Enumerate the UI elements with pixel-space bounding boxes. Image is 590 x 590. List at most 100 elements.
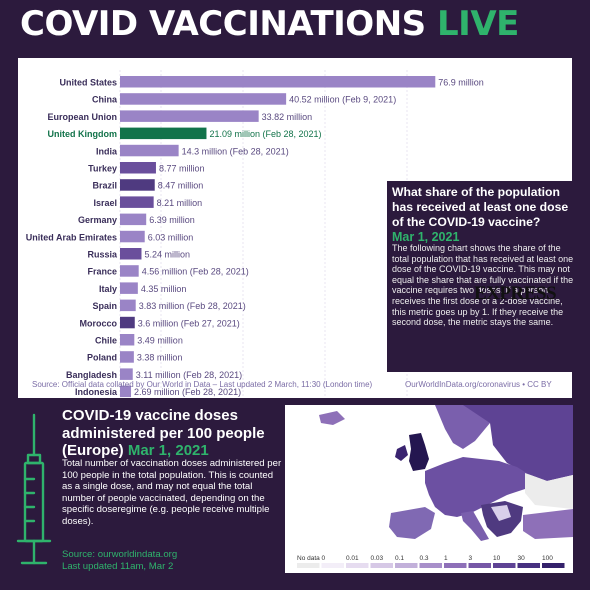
map-region-russia	[463, 405, 573, 481]
legend-label: 0.03	[371, 555, 384, 562]
title-main: COVID VACCINATIONS	[20, 4, 426, 44]
lower-title: COVID-19 vaccine doses administered per …	[62, 407, 284, 460]
bar-category-label: Israel	[93, 198, 117, 208]
legend-label: 0.3	[420, 555, 429, 562]
syringe-icon	[16, 413, 52, 565]
map-region-no-data	[525, 473, 573, 509]
bar-category-label: European Union	[48, 112, 118, 122]
lower-date: Mar 1, 2021	[127, 442, 209, 459]
bar	[120, 385, 132, 398]
bar-category-label: India	[96, 146, 118, 156]
map-region-central-europe	[425, 457, 533, 517]
legend-label: 0	[322, 555, 326, 562]
bar	[120, 144, 179, 157]
bar-category-label: Morocco	[79, 318, 117, 328]
bar-category-label: Russia	[87, 250, 118, 260]
bar-category-label: Germany	[78, 215, 117, 225]
bar	[120, 213, 147, 226]
map-region-iberia	[389, 507, 435, 539]
legend-swatch	[468, 563, 491, 568]
bar	[120, 179, 155, 191]
europe-map: No data 0 0.01 0.03 0.1 0.3 1 3 10 30 100	[285, 405, 573, 573]
bar-value-label: 6.39 million	[149, 215, 195, 225]
bar	[120, 127, 207, 140]
bar-category-label: France	[87, 267, 117, 277]
legend-swatch	[542, 563, 565, 568]
bar	[120, 248, 142, 260]
bar-value-label: 8.21 million	[157, 198, 203, 208]
bar-value-label: 3.6 million (Feb 27, 2021)	[138, 318, 240, 328]
bar-category-label: Italy	[99, 284, 117, 294]
map-region-light	[491, 505, 511, 521]
bar-category-label: Indonesia	[75, 387, 118, 397]
bar-category-label: Brazil	[92, 181, 117, 191]
bar	[120, 351, 134, 363]
bar-value-label: 76.9 million	[438, 78, 484, 88]
legend-swatch	[297, 563, 320, 568]
legend-label: 10	[493, 555, 501, 562]
info-callout: What share of the population has receive…	[387, 181, 578, 372]
bar-value-label: 3.11 million (Feb 28, 2021)	[136, 370, 242, 380]
lower-source-line1: Source: ourworldindata.org	[62, 549, 178, 560]
bar-value-label: 40.52 million (Feb 9, 2021)	[289, 95, 396, 105]
bar	[120, 110, 259, 122]
bar	[120, 368, 133, 380]
bar-value-label: 8.77 million	[159, 164, 205, 174]
bar	[120, 265, 139, 277]
bar-category-label: Bangladesh	[66, 370, 117, 380]
bar-category-label: Poland	[87, 353, 117, 363]
map-region-iceland	[319, 411, 345, 425]
map-region-italy	[461, 511, 489, 541]
bar-value-label: 33.82 million	[262, 112, 313, 122]
bar-chart-panel: 010 million30 million50 million70 millio…	[18, 58, 578, 398]
bar	[120, 93, 287, 105]
map-region-ireland	[395, 445, 408, 461]
bar-value-label: 5.24 million	[144, 250, 190, 260]
bar	[120, 196, 154, 208]
bar	[120, 282, 138, 294]
legend-swatch	[517, 563, 540, 568]
legend-swatch	[370, 563, 393, 568]
legend-swatch	[395, 563, 418, 568]
legend-label: 30	[518, 555, 526, 562]
legend-swatch	[321, 563, 344, 568]
bar-value-label: 8.47 million	[158, 181, 204, 191]
source-link: OurWorldInData.org/coronavirus • CC BY	[405, 380, 552, 389]
bar	[120, 76, 436, 88]
legend-label: 0.01	[346, 555, 359, 562]
callout-question: What share of the population has receive…	[392, 185, 569, 229]
legend-label: 3	[469, 555, 473, 562]
map-region-turkey	[523, 509, 573, 539]
bar-category-label: Chile	[95, 336, 117, 346]
bar	[120, 230, 145, 243]
title-live: LIVE	[437, 4, 519, 44]
bar-category-label: China	[92, 95, 118, 105]
bar-category-label: United Kingdom	[48, 129, 118, 139]
legend-swatch	[419, 563, 442, 568]
bar-value-label: 21.09 million (Feb 28, 2021)	[209, 129, 321, 139]
bar	[120, 162, 156, 174]
bar-value-label: 3.83 million (Feb 28, 2021)	[139, 301, 246, 311]
legend-label: No data	[297, 555, 320, 562]
lower-source-line2: Last updated 11am, Mar 2	[62, 561, 174, 572]
bar-category-label: Turkey	[88, 164, 117, 174]
bar-value-label: 4.56 million (Feb 28, 2021)	[142, 267, 249, 277]
legend-label: 100	[542, 555, 553, 562]
express-logo: EXPRESS	[474, 283, 557, 304]
source-note: Source: Official data collated by Our Wo…	[32, 380, 373, 389]
lower-description: Total number of vaccination doses admini…	[62, 458, 282, 527]
legend-swatch	[444, 563, 467, 568]
legend-label: 1	[444, 555, 448, 562]
europe-map-panel: No data 0 0.01 0.03 0.1 0.3 1 3 10 30 100	[285, 405, 573, 573]
map-region-uk	[409, 433, 429, 471]
bar-value-label: 3.38 million	[137, 353, 183, 363]
bar-value-label: 2.69 million (Feb 28, 2021)	[134, 387, 241, 397]
page-title: COVID VACCINATIONS LIVE	[20, 4, 519, 44]
bar-category-label: Spain	[92, 301, 117, 311]
lower-title-text: COVID-19 vaccine doses administered per …	[62, 407, 265, 459]
bar-value-label: 3.49 million	[137, 336, 183, 346]
bar-category-label: United States	[59, 78, 117, 88]
legend-swatch	[493, 563, 516, 568]
bar	[120, 334, 135, 346]
bar	[120, 316, 135, 329]
